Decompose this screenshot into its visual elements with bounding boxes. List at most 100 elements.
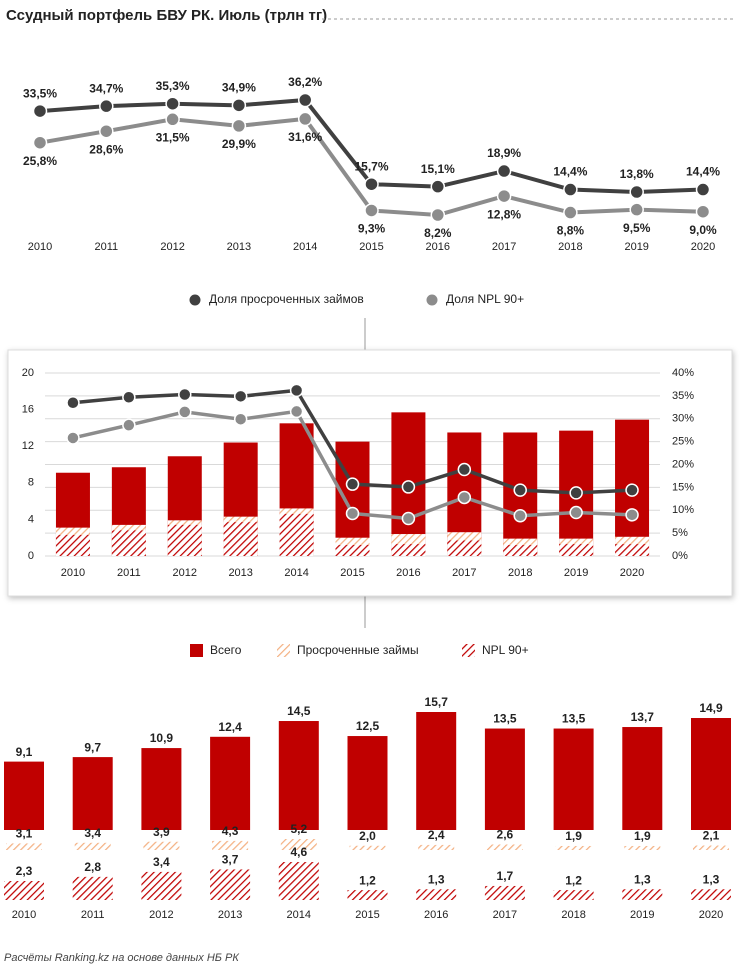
x-tick-label: 2016 — [396, 567, 420, 579]
data-label: 9,5% — [623, 221, 651, 235]
data-label: 14,5 — [287, 704, 311, 718]
data-point — [178, 387, 192, 402]
bar — [555, 845, 592, 850]
data-label: 4,3 — [222, 824, 239, 838]
x-tick-label: 2019 — [630, 909, 654, 921]
bar — [691, 889, 731, 900]
data-label: 3,1 — [16, 827, 33, 841]
data-point — [32, 135, 48, 150]
x-tick-label: 2013 — [218, 909, 242, 921]
data-point — [66, 395, 80, 410]
bar — [4, 761, 44, 830]
y2-tick-label: 15% — [672, 481, 694, 493]
bar — [74, 842, 111, 850]
bar — [143, 841, 180, 850]
x-tick-label: 2014 — [293, 241, 317, 253]
data-point — [401, 511, 416, 526]
data-point — [231, 118, 247, 134]
data-point — [364, 176, 379, 192]
legend-label: NPL 90+ — [482, 643, 529, 657]
bar — [416, 712, 457, 830]
data-point — [233, 412, 248, 426]
data-label: 2,3 — [16, 864, 33, 878]
data-label: 1,7 — [497, 869, 514, 883]
x-tick-label: 2018 — [558, 241, 582, 253]
data-label: 34,9% — [222, 81, 256, 95]
data-point — [430, 179, 446, 194]
bar — [349, 845, 386, 850]
bar — [553, 890, 594, 900]
bar — [4, 881, 44, 900]
bar — [210, 869, 251, 900]
y-tick-label: 16 — [22, 404, 34, 416]
data-label: 36,2% — [288, 75, 322, 89]
x-tick-label: 2012 — [160, 241, 184, 253]
y2-tick-label: 30% — [672, 413, 694, 425]
x-tick-label: 2020 — [699, 909, 723, 921]
data-label: 3,4 — [84, 826, 101, 840]
bar — [486, 844, 523, 850]
data-point — [122, 390, 136, 404]
data-label: 13,7 — [631, 710, 655, 724]
data-point — [122, 418, 136, 432]
data-point — [297, 92, 313, 108]
data-label: 4,6 — [290, 845, 307, 859]
data-label: 1,3 — [428, 872, 445, 886]
bar — [615, 544, 650, 556]
bar — [553, 728, 594, 830]
data-label: 15,7 — [425, 695, 449, 709]
data-point — [695, 204, 711, 219]
data-point — [513, 508, 527, 523]
data-label: 25,8% — [23, 154, 57, 168]
data-label: 3,9 — [153, 825, 170, 839]
data-point — [569, 505, 583, 520]
x-tick-label: 2012 — [149, 909, 173, 921]
data-point — [289, 404, 304, 419]
bar — [622, 727, 663, 830]
data-label: 15,1% — [421, 162, 455, 176]
data-label: 31,5% — [156, 130, 190, 144]
bar — [212, 840, 249, 850]
data-label: 12,4 — [218, 720, 242, 734]
x-tick-label: 2019 — [564, 567, 588, 579]
legend-label: Доля просроченных займов — [209, 292, 364, 306]
data-label: 2,1 — [703, 829, 720, 843]
y-tick-label: 0 — [28, 550, 34, 562]
x-tick-label: 2014 — [284, 567, 308, 579]
data-point — [695, 182, 711, 197]
data-label: 10,9 — [150, 731, 174, 745]
x-tick-label: 2016 — [426, 241, 450, 253]
data-label: 12,5 — [356, 719, 380, 733]
bar — [559, 544, 594, 556]
data-point — [165, 96, 180, 111]
data-point — [231, 98, 247, 113]
data-point — [99, 123, 114, 139]
legend-swatch — [277, 644, 290, 657]
data-label: 5,2 — [290, 822, 307, 836]
x-tick-label: 2015 — [340, 567, 364, 579]
data-point — [496, 188, 512, 204]
data-point — [345, 506, 360, 521]
bar — [416, 889, 457, 900]
y2-tick-label: 40% — [672, 367, 694, 379]
bar — [55, 534, 90, 556]
data-label: 14,9 — [699, 701, 723, 715]
data-label: 1,2 — [565, 873, 582, 887]
data-label: 14,4% — [686, 165, 720, 179]
y-tick-label: 4 — [28, 513, 34, 525]
bar — [484, 885, 525, 900]
x-tick-label: 2017 — [492, 241, 516, 253]
bar — [624, 845, 661, 850]
y2-tick-label: 20% — [672, 458, 694, 470]
data-point — [625, 483, 639, 497]
bar — [72, 757, 113, 830]
data-label: 33,5% — [23, 86, 57, 100]
bar — [72, 876, 113, 900]
data-label: 2,8 — [84, 860, 101, 874]
bar — [691, 718, 731, 830]
data-point — [430, 207, 446, 223]
x-tick-label: 2010 — [61, 567, 85, 579]
data-point — [563, 205, 578, 220]
x-tick-label: 2018 — [508, 567, 532, 579]
chart-title: Ссудный портфель БВУ РК. Июль (трлн тг) — [6, 7, 327, 24]
